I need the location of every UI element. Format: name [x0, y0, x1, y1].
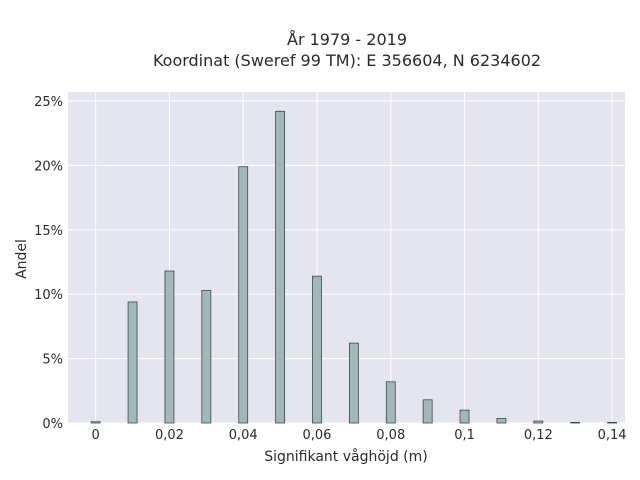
x-tick-label: 0,14 [598, 428, 627, 443]
x-tick-label: 0,12 [524, 428, 553, 443]
plot-area [68, 92, 625, 423]
bar [238, 166, 249, 424]
y-tick-label: 25% [34, 95, 63, 110]
x-tick-label: 0,04 [229, 428, 258, 443]
bar [90, 421, 101, 424]
y-tick-label: 0% [42, 417, 63, 432]
bar [422, 399, 433, 424]
bar [607, 421, 617, 424]
y-tick-label: 15% [34, 224, 63, 239]
y-tick-label: 20% [34, 159, 63, 174]
bar [570, 421, 581, 424]
bar [496, 418, 507, 424]
chart-title-line-2: Koordinat (Sweref 99 TM): E 356604, N 62… [153, 51, 541, 70]
x-tick-label: 0,06 [303, 428, 332, 443]
bar [459, 409, 470, 424]
bar [201, 289, 212, 424]
chart-title: År 1979 - 2019 Koordinat (Sweref 99 TM):… [153, 30, 541, 70]
bars [90, 110, 617, 424]
bar [275, 110, 286, 424]
x-axis-label: Signifikant våghöjd (m) [264, 448, 427, 465]
bar [533, 420, 544, 424]
bar [127, 301, 138, 424]
x-tick-label: 0,08 [376, 428, 405, 443]
grid [68, 92, 625, 424]
chart-title-line-1: År 1979 - 2019 [287, 30, 407, 49]
x-tick-label: 0,1 [454, 428, 475, 443]
bar [312, 275, 322, 424]
x-tick-label: 0,02 [155, 428, 184, 443]
bar [348, 342, 359, 424]
bar [164, 270, 175, 424]
y-tick-label: 5% [42, 353, 63, 368]
y-tick-label: 10% [34, 288, 63, 303]
y-axis-label: Andel [14, 239, 30, 279]
x-tick-label: 0 [92, 428, 100, 443]
y-axis-ticks: 0% 5% 10% 15% 20% 25% [34, 95, 63, 432]
x-axis-ticks: 0 0,02 0,04 0,06 0,08 0,1 0,12 0,14 [92, 428, 627, 443]
bar [385, 381, 396, 424]
